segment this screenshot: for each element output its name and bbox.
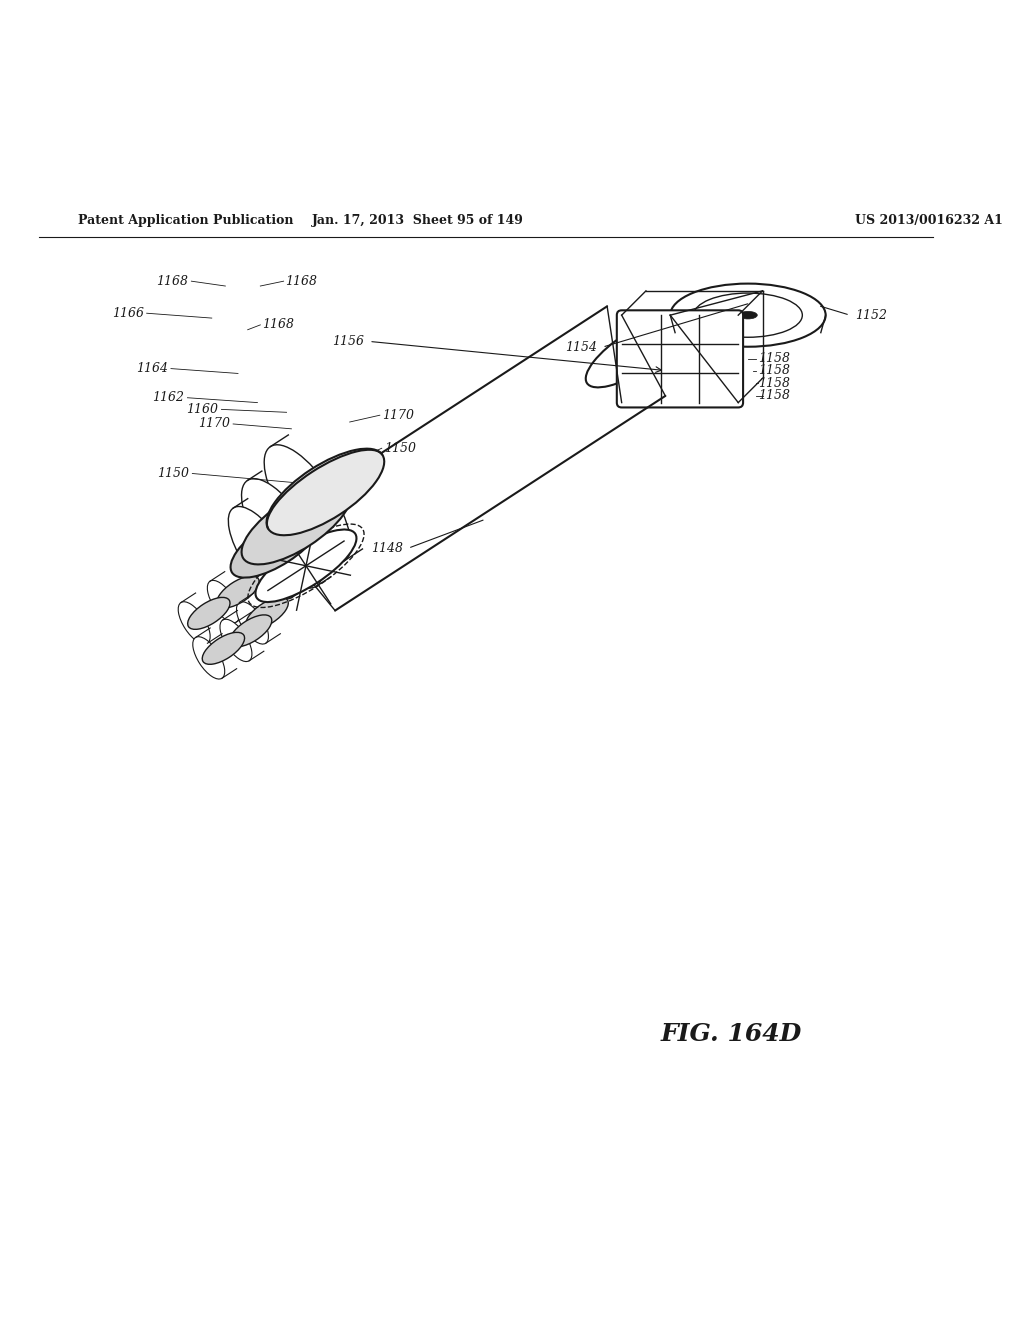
Ellipse shape <box>207 581 240 623</box>
Text: 1162: 1162 <box>153 391 184 404</box>
Text: 1168: 1168 <box>262 318 294 331</box>
FancyBboxPatch shape <box>616 310 743 408</box>
Text: 1158: 1158 <box>758 389 790 403</box>
Ellipse shape <box>220 619 252 661</box>
Ellipse shape <box>202 632 245 664</box>
Text: 1168: 1168 <box>157 275 188 288</box>
Text: 1152: 1152 <box>855 309 887 322</box>
Ellipse shape <box>187 598 230 630</box>
Ellipse shape <box>178 602 210 644</box>
Text: US 2013/0016232 A1: US 2013/0016232 A1 <box>855 214 1002 227</box>
Ellipse shape <box>242 483 351 565</box>
Text: Patent Application Publication: Patent Application Publication <box>78 214 293 227</box>
Text: 1170: 1170 <box>199 417 230 430</box>
Text: 1166: 1166 <box>112 306 143 319</box>
Ellipse shape <box>228 507 297 599</box>
Ellipse shape <box>242 479 323 587</box>
Text: 1158: 1158 <box>758 376 790 389</box>
Text: 1170: 1170 <box>382 409 414 421</box>
Text: FIG. 164D: FIG. 164D <box>660 1022 802 1045</box>
Ellipse shape <box>229 615 271 647</box>
Ellipse shape <box>255 529 356 602</box>
Text: 1150: 1150 <box>158 467 189 480</box>
Text: 1158: 1158 <box>758 364 790 378</box>
Text: 1156: 1156 <box>332 335 365 348</box>
Text: 1148: 1148 <box>371 541 403 554</box>
Text: 1158: 1158 <box>758 352 790 366</box>
Ellipse shape <box>230 510 324 578</box>
Ellipse shape <box>738 312 758 319</box>
Text: 1164: 1164 <box>136 362 168 375</box>
Ellipse shape <box>264 445 351 562</box>
Ellipse shape <box>193 636 224 678</box>
Text: 1150: 1150 <box>384 442 416 455</box>
Ellipse shape <box>217 576 259 609</box>
Ellipse shape <box>266 449 384 535</box>
Text: 1168: 1168 <box>286 275 317 288</box>
Text: Jan. 17, 2013  Sheet 95 of 149: Jan. 17, 2013 Sheet 95 of 149 <box>311 214 523 227</box>
Text: 1150: 1150 <box>345 465 377 477</box>
Ellipse shape <box>246 598 289 630</box>
Text: 1160: 1160 <box>186 403 218 416</box>
Text: 1154: 1154 <box>565 341 597 354</box>
Ellipse shape <box>237 602 268 644</box>
